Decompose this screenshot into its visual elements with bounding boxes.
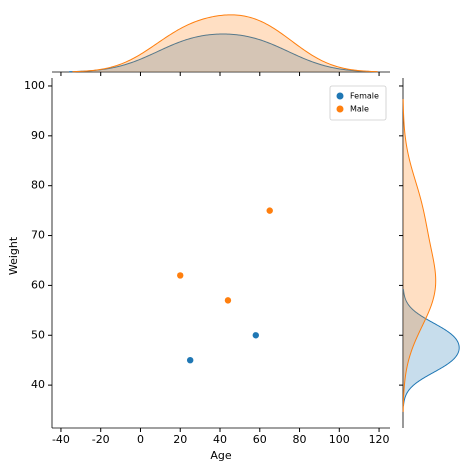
kde-line-x: [72, 14, 378, 73]
legend-label: Female: [350, 92, 379, 101]
point: [186, 356, 194, 364]
kde-line-y: [402, 289, 460, 407]
x-tick-label: 0: [137, 433, 144, 446]
x-tick-label: 40: [213, 433, 227, 446]
point: [252, 332, 259, 339]
legend-label: Male: [350, 105, 369, 114]
legend-marker: [336, 92, 344, 100]
x-axis-label: Age: [210, 449, 232, 462]
x-tick-label: 120: [369, 433, 390, 446]
y-tick-label: 50: [31, 328, 45, 341]
x-tick-label: 100: [329, 433, 350, 446]
point: [177, 272, 184, 279]
y-tick-label: 100: [24, 79, 45, 92]
legend-box: [329, 85, 387, 121]
y-axis-label: Weight: [7, 236, 20, 275]
kde-line-x: [69, 33, 377, 73]
legend-marker: [336, 105, 344, 113]
x-tick-label: 20: [173, 433, 187, 446]
x-tick-label: -40: [52, 433, 70, 446]
point: [224, 297, 232, 304]
kde-fill-y: [403, 99, 436, 412]
y-tick-label: 60: [31, 278, 45, 291]
kde-fill-x: [72, 14, 378, 72]
point: [266, 207, 273, 214]
y-tick-label: 90: [31, 129, 45, 142]
x-tick-label: -20: [92, 433, 110, 446]
kde-fill-x: [69, 34, 377, 72]
x-tick-label: 80: [293, 433, 307, 446]
x-tick-label: 60: [253, 433, 267, 446]
kde-line-y: [402, 99, 437, 412]
y-tick-label: 70: [31, 229, 45, 242]
y-tick-label: 80: [31, 179, 45, 192]
y-tick-label: 40: [31, 378, 45, 391]
kde-fill-y: [403, 289, 460, 407]
legend: Female Male: [329, 85, 387, 121]
